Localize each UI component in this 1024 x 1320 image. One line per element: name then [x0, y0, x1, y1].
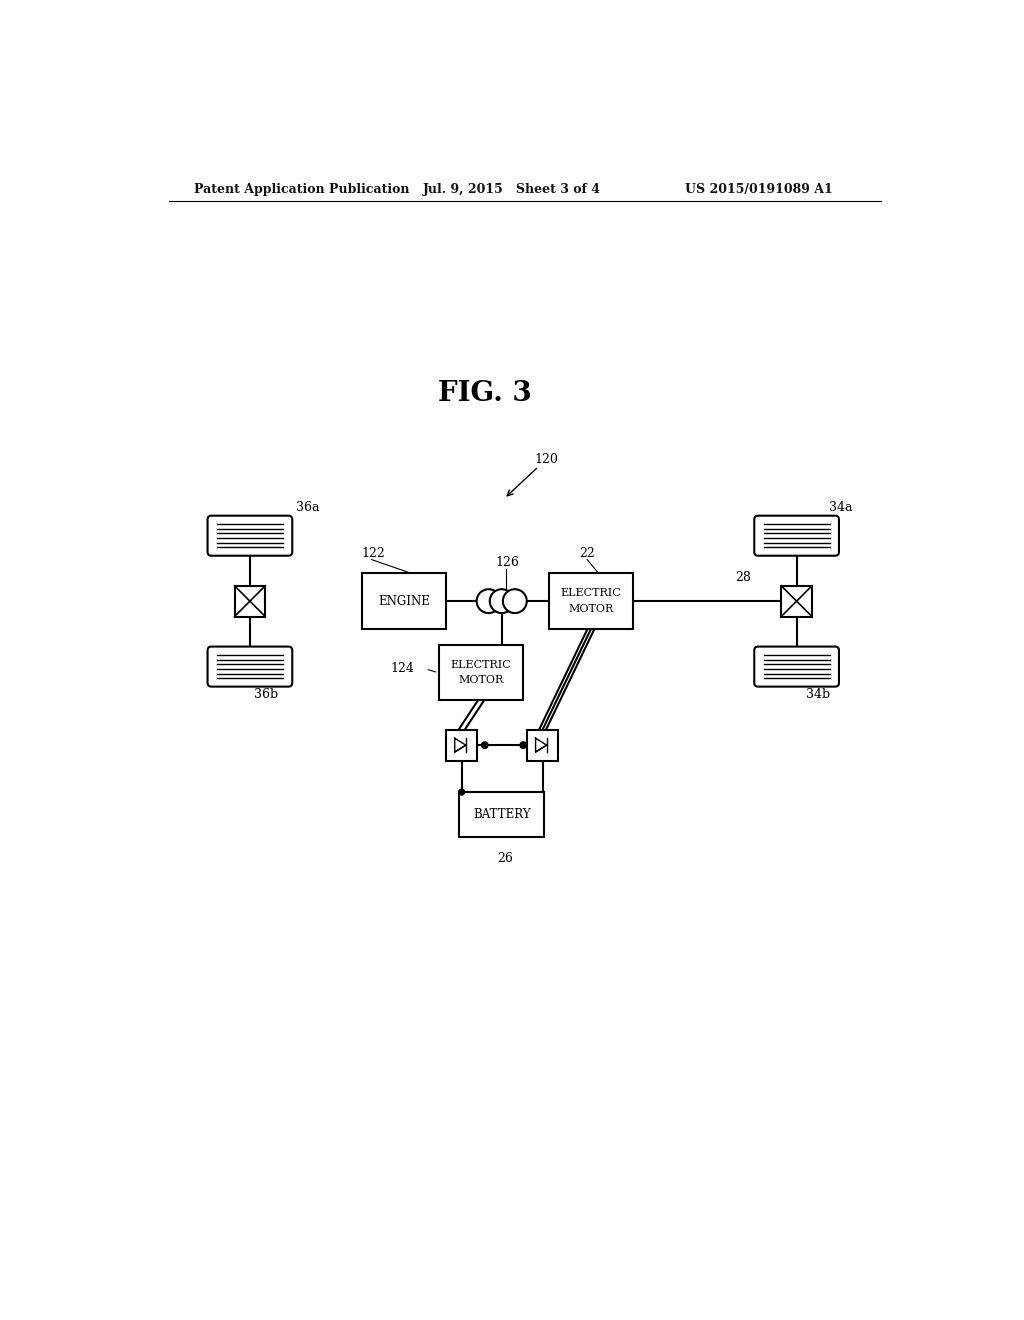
- Circle shape: [489, 589, 514, 612]
- FancyBboxPatch shape: [208, 647, 292, 686]
- Bar: [234, 586, 265, 616]
- Text: 26: 26: [498, 853, 513, 865]
- Text: 122: 122: [361, 546, 385, 560]
- Bar: [527, 730, 558, 760]
- Text: 36a: 36a: [296, 502, 319, 515]
- Bar: [460, 792, 544, 837]
- Text: BATTERY: BATTERY: [473, 808, 530, 821]
- Text: US 2015/0191089 A1: US 2015/0191089 A1: [685, 183, 833, 197]
- Text: Jul. 9, 2015   Sheet 3 of 4: Jul. 9, 2015 Sheet 3 of 4: [423, 183, 601, 197]
- Text: 120: 120: [535, 453, 559, 466]
- Circle shape: [503, 589, 526, 612]
- Bar: [446, 730, 477, 760]
- Text: 126: 126: [496, 556, 519, 569]
- Circle shape: [476, 589, 501, 612]
- Text: ELECTRIC: ELECTRIC: [451, 660, 511, 671]
- FancyBboxPatch shape: [208, 516, 292, 556]
- Text: 28: 28: [735, 572, 751, 585]
- FancyBboxPatch shape: [755, 516, 839, 556]
- Bar: [438, 645, 523, 701]
- Text: FIG. 3: FIG. 3: [438, 380, 531, 407]
- Bar: [781, 586, 812, 616]
- Bar: [549, 573, 634, 628]
- Text: MOTOR: MOTOR: [568, 603, 613, 614]
- Text: 124: 124: [390, 663, 414, 676]
- Text: ENGINE: ENGINE: [378, 594, 430, 607]
- Text: 22: 22: [580, 546, 595, 560]
- Circle shape: [520, 742, 526, 748]
- Text: 34b: 34b: [806, 688, 830, 701]
- Text: MOTOR: MOTOR: [459, 676, 504, 685]
- Text: 34a: 34a: [829, 502, 852, 515]
- Text: ELECTRIC: ELECTRIC: [561, 589, 622, 598]
- Circle shape: [459, 789, 465, 795]
- Text: 36b: 36b: [254, 688, 278, 701]
- Circle shape: [481, 742, 488, 748]
- Bar: [361, 573, 446, 628]
- FancyBboxPatch shape: [755, 647, 839, 686]
- Text: Patent Application Publication: Patent Application Publication: [194, 183, 410, 197]
